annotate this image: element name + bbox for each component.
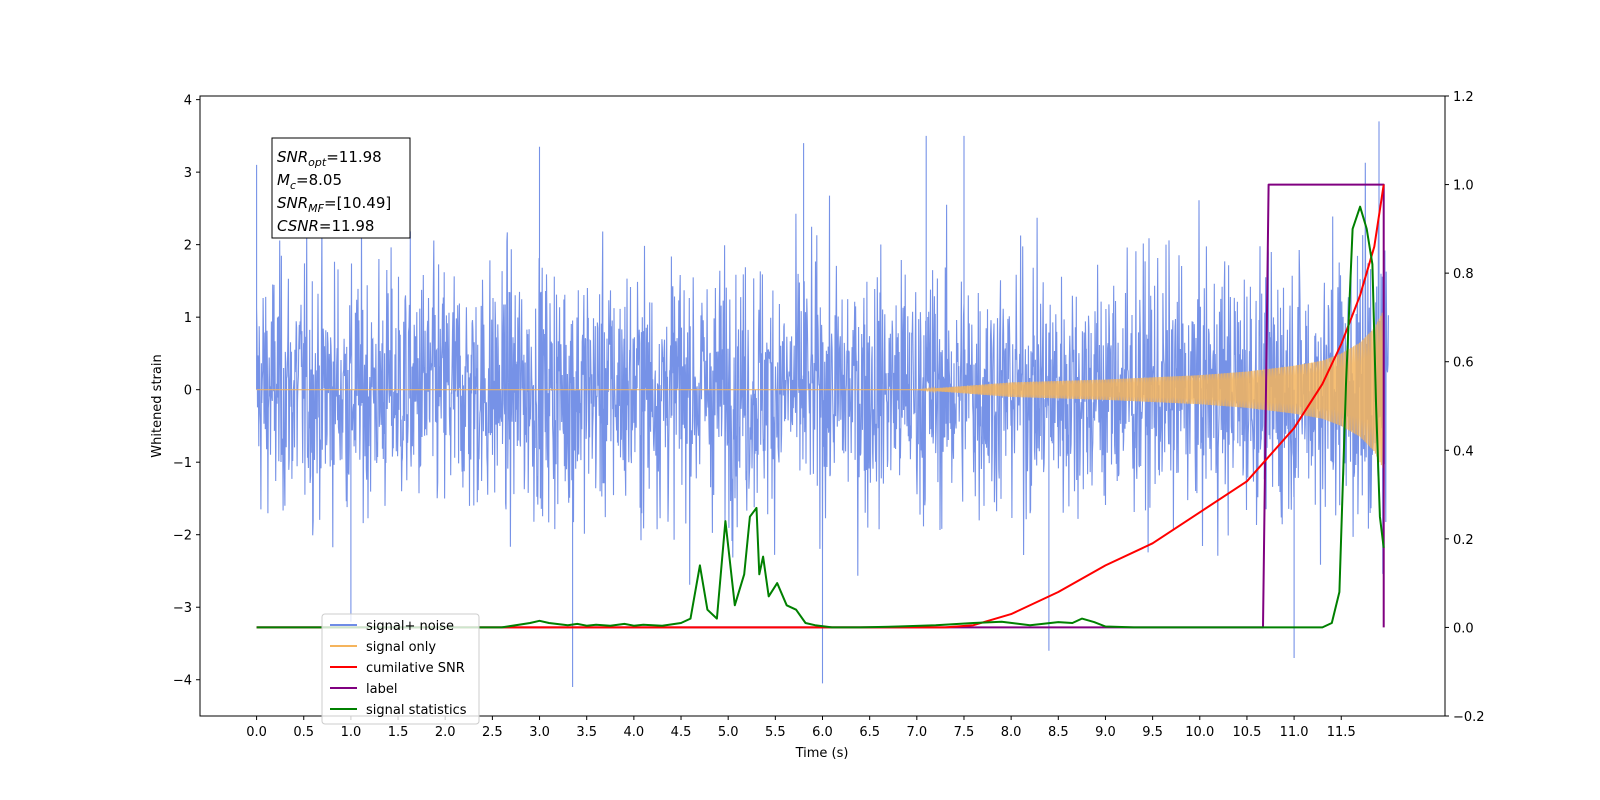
y-axis-left: −4 −3 −2 −1 0 1 2 3 4 [173,94,200,689]
x-tick-label: 5.0 [718,725,739,740]
y-tick-label: −1 [173,456,192,471]
y2-tick-label: 0.4 [1453,444,1474,459]
annotation-line: SNRMF=[10.49] [277,194,391,215]
x-tick-label: 8.0 [1001,725,1022,740]
x-tick-label: 2.0 [435,725,456,740]
series-signal-noise-line [256,121,1389,687]
y-tick-label: 3 [184,166,192,181]
x-tick-label: 1.5 [388,725,409,740]
y-tick-label: 4 [184,94,192,109]
y2-tick-label: 1.0 [1453,179,1474,194]
legend-label: cumilative SNR [366,661,465,676]
y2-tick-label: 0.2 [1453,533,1474,548]
x-tick-label: 10.5 [1232,725,1261,740]
x-tick-label: 3.5 [576,725,597,740]
x-tick-label: 0.5 [293,725,314,740]
series-signal-only-line [256,309,1385,469]
x-tick-label: 4.0 [624,725,645,740]
x-tick-label: 6.5 [859,725,880,740]
legend-label: signal+ noise [366,619,454,634]
legend-label: signal only [366,640,436,655]
y-tick-label: −4 [173,674,192,689]
x-tick-label: 9.5 [1142,725,1163,740]
x-tick-label: 5.5 [765,725,786,740]
y-axis-label: Whitened strain [150,354,165,457]
x-tick-label: 11.0 [1280,725,1309,740]
y-tick-label: 1 [184,311,192,326]
legend: signal+ noise signal only cumilative SNR la… [321,613,480,725]
x-axis-label: Time (s) [795,746,849,761]
x-tick-label: 11.5 [1327,725,1356,740]
y2-tick-label: 0.0 [1453,621,1474,636]
x-tick-label: 6.0 [812,725,833,740]
x-tick-label: 10.0 [1185,725,1214,740]
x-tick-label: 9.0 [1095,725,1116,740]
x-tick-label: 2.5 [482,725,503,740]
y2-tick-label: 1.2 [1453,90,1474,105]
y-tick-label: −3 [173,601,192,616]
annotation-line: Mc=8.05 [277,171,342,192]
y2-tick-label: 0.6 [1453,356,1474,371]
x-tick-label: 7.0 [906,725,927,740]
y-tick-label: 2 [184,239,192,254]
y-tick-label: 0 [184,384,192,399]
series-layer [256,121,1389,687]
y2-tick-label: 0.8 [1453,267,1474,282]
y2-tick-label: −0.2 [1453,710,1485,725]
x-tick-label: 7.5 [954,725,975,740]
annotation-line: SNRopt=11.98 [277,148,382,169]
x-tick-label: 1.0 [341,725,362,740]
y-axis-right: −0.2 0.0 0.2 0.4 0.6 0.8 1.0 1.2 [1445,90,1485,725]
legend-label: signal statistics [366,703,467,718]
x-tick-label: 3.0 [529,725,550,740]
x-tick-label: 4.5 [671,725,692,740]
y-tick-label: −2 [173,529,192,544]
x-tick-label: 0.0 [246,725,267,740]
annotation-line: CSNR=11.98 [277,217,374,235]
legend-label: label [366,682,397,697]
x-axis: 0.0 0.5 1.0 1.5 2.0 2.5 3.0 3.5 4.0 4.5 5.0 5.5 6.0 6… [246,716,1356,740]
x-tick-label: 8.5 [1048,725,1069,740]
series-signal-statistics-line [256,205,1385,629]
